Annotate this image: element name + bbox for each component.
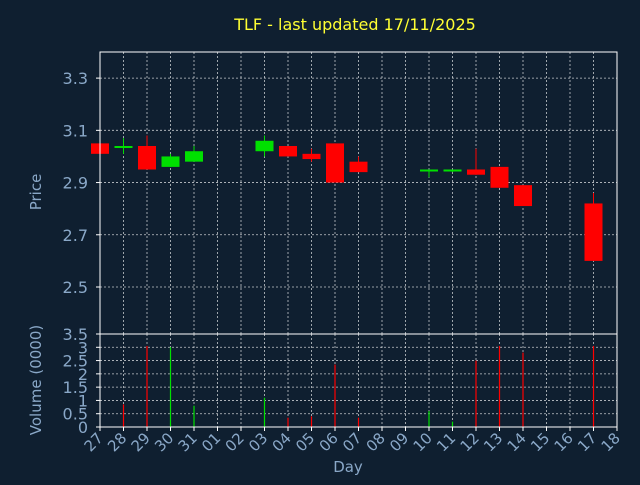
candle-body (326, 143, 344, 183)
candle-body (443, 169, 462, 172)
x-axis-label: Day (333, 458, 363, 476)
price-tick-label: 2.5 (63, 278, 88, 297)
volume-bars (122, 345, 595, 427)
volume-tick-label: 3.5 (63, 325, 88, 344)
candle-body (279, 146, 297, 157)
volume-tick-label: 0.5 (63, 405, 88, 424)
price-tick-label: 2.7 (63, 226, 88, 245)
price-tick-label: 3.1 (63, 121, 88, 140)
volume-tick-label: 1.5 (63, 378, 88, 397)
candle-body (584, 203, 603, 261)
volume-axis-label: Volume (0000) (27, 325, 45, 435)
candle-body (467, 169, 485, 175)
candle-body (255, 140, 274, 152)
candle-body (185, 151, 203, 162)
price-grid (100, 52, 617, 334)
volume-tick-label: 3 (78, 338, 88, 357)
volume-tick-label: 2 (78, 365, 88, 384)
volume-tick-label: 0 (78, 418, 88, 437)
candle-body (514, 185, 532, 207)
candle-body (138, 146, 156, 170)
price-axis-label: Price (27, 174, 45, 211)
chart-title: TLF - last updated 17/11/2025 (233, 15, 476, 34)
candle-body (161, 156, 180, 167)
candle-body (114, 146, 133, 148)
price-tick-label: 3.3 (63, 69, 88, 88)
price-tick-label: 2.9 (63, 174, 88, 193)
volume-tick-label: 1 (78, 391, 88, 410)
candle-body (302, 153, 321, 160)
candle-body (490, 166, 509, 188)
volume-tick-label: 2.5 (63, 352, 88, 371)
candle-body (420, 169, 438, 172)
candle-body (349, 161, 368, 173)
price-candles (91, 135, 603, 261)
